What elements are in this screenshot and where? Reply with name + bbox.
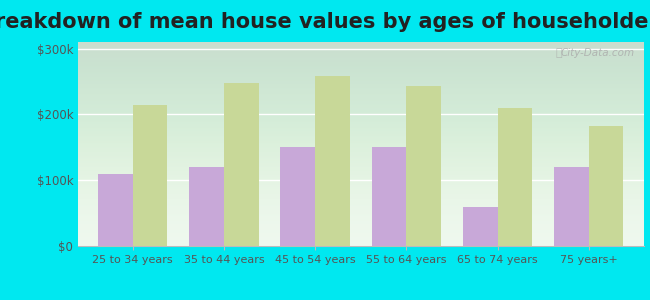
Text: ⦿: ⦿ xyxy=(556,48,562,58)
Bar xyxy=(224,83,259,246)
Bar xyxy=(372,147,406,246)
Bar xyxy=(406,86,441,246)
Bar xyxy=(554,167,589,246)
Bar xyxy=(463,206,497,246)
Text: City-Data.com: City-Data.com xyxy=(561,48,635,58)
Bar xyxy=(189,167,224,246)
Bar xyxy=(497,108,532,246)
Bar xyxy=(281,147,315,246)
Bar xyxy=(315,76,350,246)
Bar xyxy=(98,174,133,246)
Bar xyxy=(589,126,623,246)
Text: Breakdown of mean house values by ages of householders: Breakdown of mean house values by ages o… xyxy=(0,12,650,32)
Bar xyxy=(133,104,168,246)
